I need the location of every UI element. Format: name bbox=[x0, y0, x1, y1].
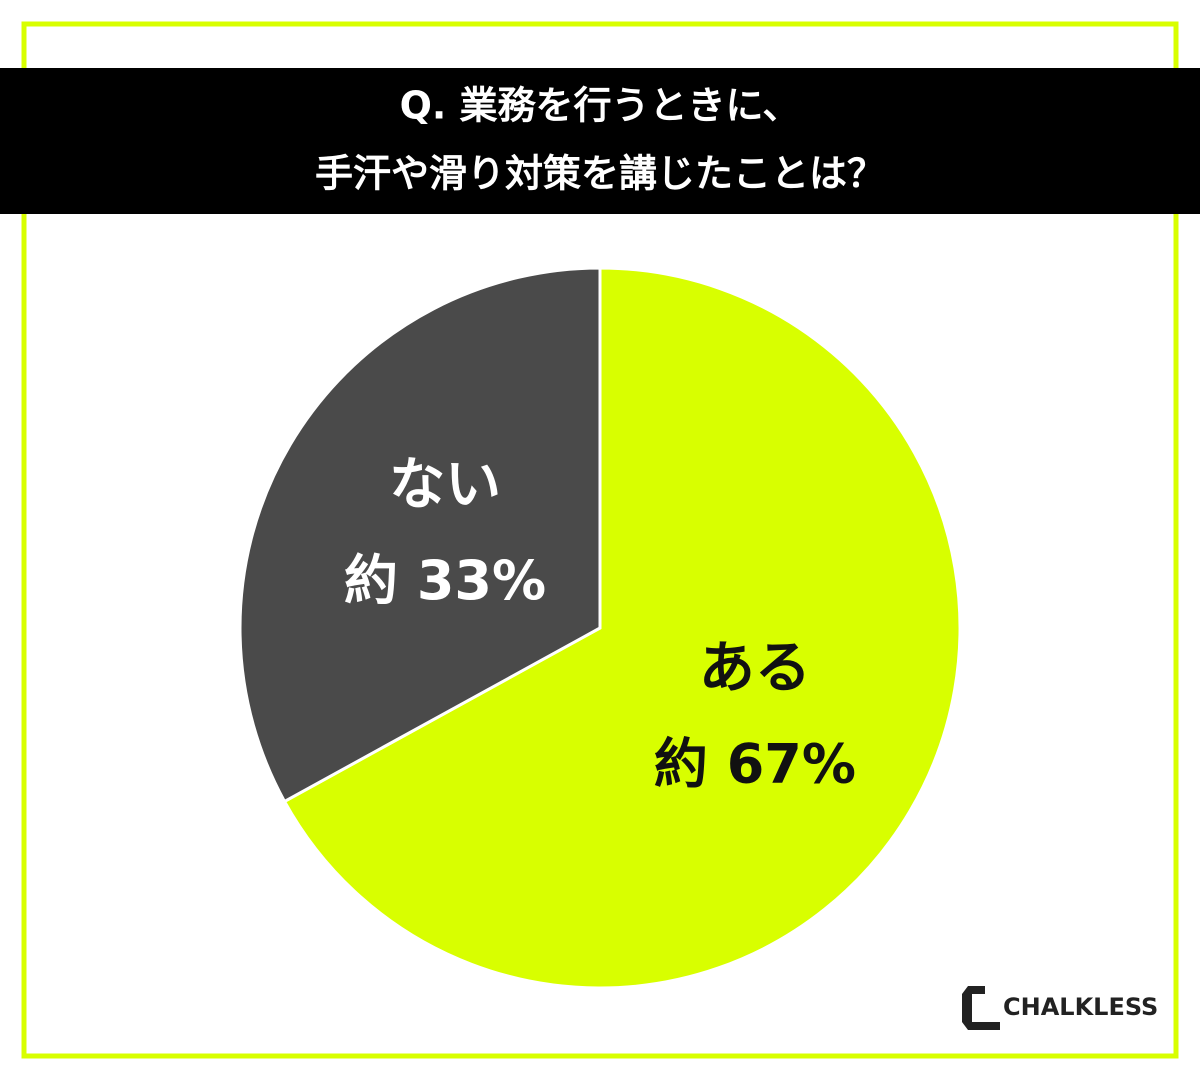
logo-icon bbox=[962, 986, 1000, 1030]
logo-text: CHALKLESS bbox=[1003, 993, 1158, 1021]
chart-title: 手汗や滑り対策を講じたことは？ bbox=[315, 152, 885, 196]
title-bar bbox=[0, 68, 1200, 214]
value-label: 約 33% bbox=[344, 549, 546, 612]
frame bbox=[21, 21, 1179, 1059]
slice-label: ある bbox=[699, 636, 811, 701]
pie bbox=[238, 266, 962, 990]
value-label: 約 67% bbox=[654, 732, 856, 795]
slice-label: ない bbox=[389, 453, 501, 518]
chart-title: Q. 業務を行うときに、 bbox=[400, 84, 801, 128]
pie-slice bbox=[238, 266, 602, 804]
pie-slice bbox=[282, 266, 962, 990]
